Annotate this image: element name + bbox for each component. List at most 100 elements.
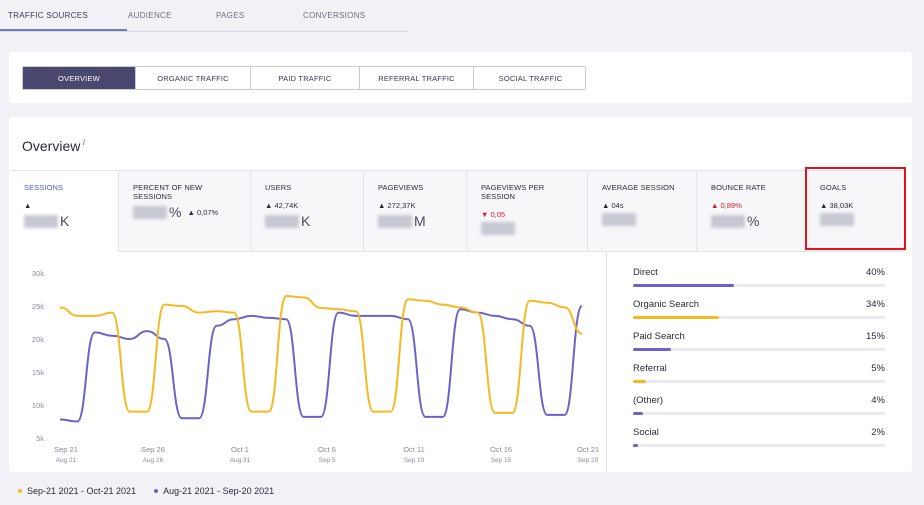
y-tick-label: 10k xyxy=(32,401,44,410)
source-bar xyxy=(633,412,644,415)
metric[interactable]: AVERAGE SESSION ▲ 04s xyxy=(587,171,696,251)
metric-change: ▲ 04s xyxy=(602,201,624,210)
metric-value xyxy=(481,222,587,235)
highlight-box xyxy=(805,167,906,250)
source-name: (Other) xyxy=(633,395,664,406)
subtab[interactable]: PAID TRAFFIC xyxy=(251,67,360,89)
tab-underline xyxy=(0,29,127,31)
tab[interactable]: AUDIENCE xyxy=(128,11,172,20)
source-track xyxy=(633,284,885,287)
metric[interactable]: PAGEVIEWS PER SESSION ▼ 0,05 xyxy=(466,171,587,251)
subtab[interactable]: OVERVIEW xyxy=(23,67,136,89)
metric-value xyxy=(820,213,905,226)
source-bar xyxy=(633,380,646,383)
tab[interactable]: CONVERSIONS xyxy=(303,11,366,20)
source-bar xyxy=(633,316,719,319)
metric-value-text: % xyxy=(169,204,182,220)
metric-label: SESSIONS xyxy=(24,183,64,192)
tab[interactable]: PAGES xyxy=(216,11,245,20)
blurred-value xyxy=(24,214,58,228)
source-value: 40% xyxy=(865,267,885,278)
legend: Sep-21 2021 - Oct-21 2021 Aug-21 2021 - S… xyxy=(18,486,274,496)
x-tick-label: Oct 6 xyxy=(318,445,336,454)
metric-value-text: % xyxy=(747,213,760,229)
y-tick-label: 5k xyxy=(36,434,44,443)
series-line xyxy=(59,305,583,423)
metric-change: ▲ 272,37K xyxy=(378,201,416,210)
y-tick-label: 30k xyxy=(32,269,44,278)
line-chart: 5k 10k 15k 20k 25k 30k Sep 21 Aug 21 Sep 26 Aug 2… xyxy=(32,269,599,464)
source-bar xyxy=(633,348,671,351)
metric-value: K xyxy=(24,213,118,229)
metric-label: GOALS xyxy=(820,183,847,192)
metric-value: M xyxy=(378,213,466,229)
x-tick-label-secondary: Aug 21 xyxy=(56,457,77,464)
metric-value-text: M xyxy=(414,213,426,229)
metric[interactable]: BOUNCE RATE ▲ 0,89%% xyxy=(696,171,805,251)
metric[interactable]: USERS ▲ 42,74K K xyxy=(250,171,363,251)
blurred-value xyxy=(265,214,299,228)
metric-label: USERS xyxy=(265,183,292,192)
subtab[interactable]: ORGANIC TRAFFIC xyxy=(136,67,251,89)
metric-label: PERCENT OF NEW SESSIONS xyxy=(133,183,203,201)
blurred-value xyxy=(481,222,515,235)
metric[interactable]: SESSIONS ▲ K xyxy=(10,171,118,252)
x-tick-label-secondary: Aug 31 xyxy=(230,457,251,464)
subtab[interactable]: SOCIAL TRAFFIC xyxy=(498,73,563,83)
metrics-row: SESSIONS ▲ K PERCENT OF NEW SESSIONS% ▲ 0,07… xyxy=(10,170,905,252)
source-value: 34% xyxy=(865,299,885,310)
overview-title: Overview xyxy=(22,138,81,154)
source-bar xyxy=(633,444,639,447)
x-tick-label-secondary: Sep 10 xyxy=(404,457,425,464)
y-tick-label: 20k xyxy=(32,335,44,344)
info-icon[interactable]: i xyxy=(83,138,85,147)
source-track xyxy=(633,444,885,447)
source-track xyxy=(633,380,885,383)
source-name: Social xyxy=(633,427,659,438)
source-row: Organic Search 34% xyxy=(633,299,885,319)
metric-row: % ▲ 0,07% xyxy=(133,201,250,220)
source-row: Referral 5% xyxy=(633,363,885,383)
legend-item[interactable]: Aug-21 2021 - Sep-20 2021 xyxy=(154,486,274,496)
blurred-value xyxy=(133,205,167,219)
metric-change: ▲ 0,07% xyxy=(187,207,219,217)
source-row: Direct 40% xyxy=(633,267,885,287)
blurred-value xyxy=(378,214,412,228)
metric-value-text: K xyxy=(301,213,311,229)
source-bar xyxy=(633,284,734,287)
metric-value: K xyxy=(265,213,363,229)
source-row: (Other) 4% xyxy=(633,395,885,415)
source-name: Referral xyxy=(633,363,667,374)
blurred-value xyxy=(820,213,854,226)
x-tick-label: Sep 26 xyxy=(141,445,165,454)
x-tick-label-secondary: Aug 26 xyxy=(143,457,164,464)
x-tick-label-secondary: Sep 5 xyxy=(319,457,336,464)
metric-value-text: K xyxy=(60,213,70,229)
source-name: Paid Search xyxy=(633,331,685,342)
x-tick-label: Oct 16 xyxy=(490,445,512,454)
metric-value: % xyxy=(711,213,805,229)
x-tick-label: Sep 21 xyxy=(54,445,78,454)
legend-item[interactable]: Sep-21 2021 - Oct-21 2021 xyxy=(18,486,136,496)
legend-label: Sep-21 2021 - Oct-21 2021 xyxy=(27,486,137,496)
metric[interactable]: PERCENT OF NEW SESSIONS% ▲ 0,07% xyxy=(118,171,250,251)
metric[interactable]: PAGEVIEWS ▲ 272,37K M xyxy=(363,171,466,251)
metric-label: AVERAGE SESSION xyxy=(602,183,675,192)
subtab-bar: OVERVIEW ORGANIC TRAFFIC PAID TRAFFIC REFER… xyxy=(22,66,586,90)
metric-change: ▲ 38,03K xyxy=(820,201,854,210)
x-tick-label: Oct 21 xyxy=(577,445,599,454)
source-name: Organic Search xyxy=(633,299,700,310)
blurred-value xyxy=(602,213,636,226)
sources-panel: Direct 40% Organic Search 34% Paid Search 15%… xyxy=(606,252,906,472)
legend-label: Aug-21 2021 - Sep-20 2021 xyxy=(163,486,275,496)
source-track xyxy=(633,412,885,415)
x-tick-label: Oct 11 xyxy=(403,445,425,454)
subtab[interactable]: REFERRAL TRAFFIC xyxy=(360,67,474,89)
metric-value xyxy=(602,213,696,226)
source-value: 15% xyxy=(865,331,885,342)
blurred-value xyxy=(711,214,745,228)
legend-dot xyxy=(154,489,159,493)
tab[interactable]: TRAFFIC SOURCES xyxy=(8,11,89,20)
source-row: Paid Search 15% xyxy=(633,331,885,351)
metric-label: PAGEVIEWS PER SESSION xyxy=(481,183,545,201)
